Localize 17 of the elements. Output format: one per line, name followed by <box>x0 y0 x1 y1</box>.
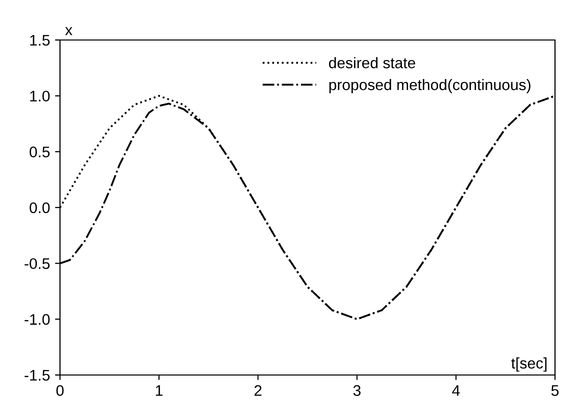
x-tick-label: 0 <box>56 385 64 396</box>
y-tick-label: 0.0 <box>30 202 50 214</box>
y-tick-label: -0.5 <box>24 258 50 270</box>
x-tick-label: 4 <box>452 385 460 396</box>
legend-label: proposed method(continuous) <box>329 78 530 94</box>
y-tick-label: -1.0 <box>24 314 50 325</box>
x-tick-label: 5 <box>551 385 559 396</box>
y-tick-label: -1.5 <box>24 370 50 381</box>
y-tick-label: 1.5 <box>30 35 50 46</box>
y-tick-label: 1.0 <box>30 90 50 102</box>
x-tick-label: 3 <box>353 385 361 396</box>
x-axis-title: t[sec] <box>511 357 546 372</box>
y-tick-label: 0.5 <box>30 146 50 158</box>
x-tick-label: 2 <box>254 385 262 396</box>
y-axis-title: x <box>65 27 72 36</box>
legend-label: desired state <box>329 57 416 68</box>
x-tick-label: 1 <box>156 385 163 396</box>
